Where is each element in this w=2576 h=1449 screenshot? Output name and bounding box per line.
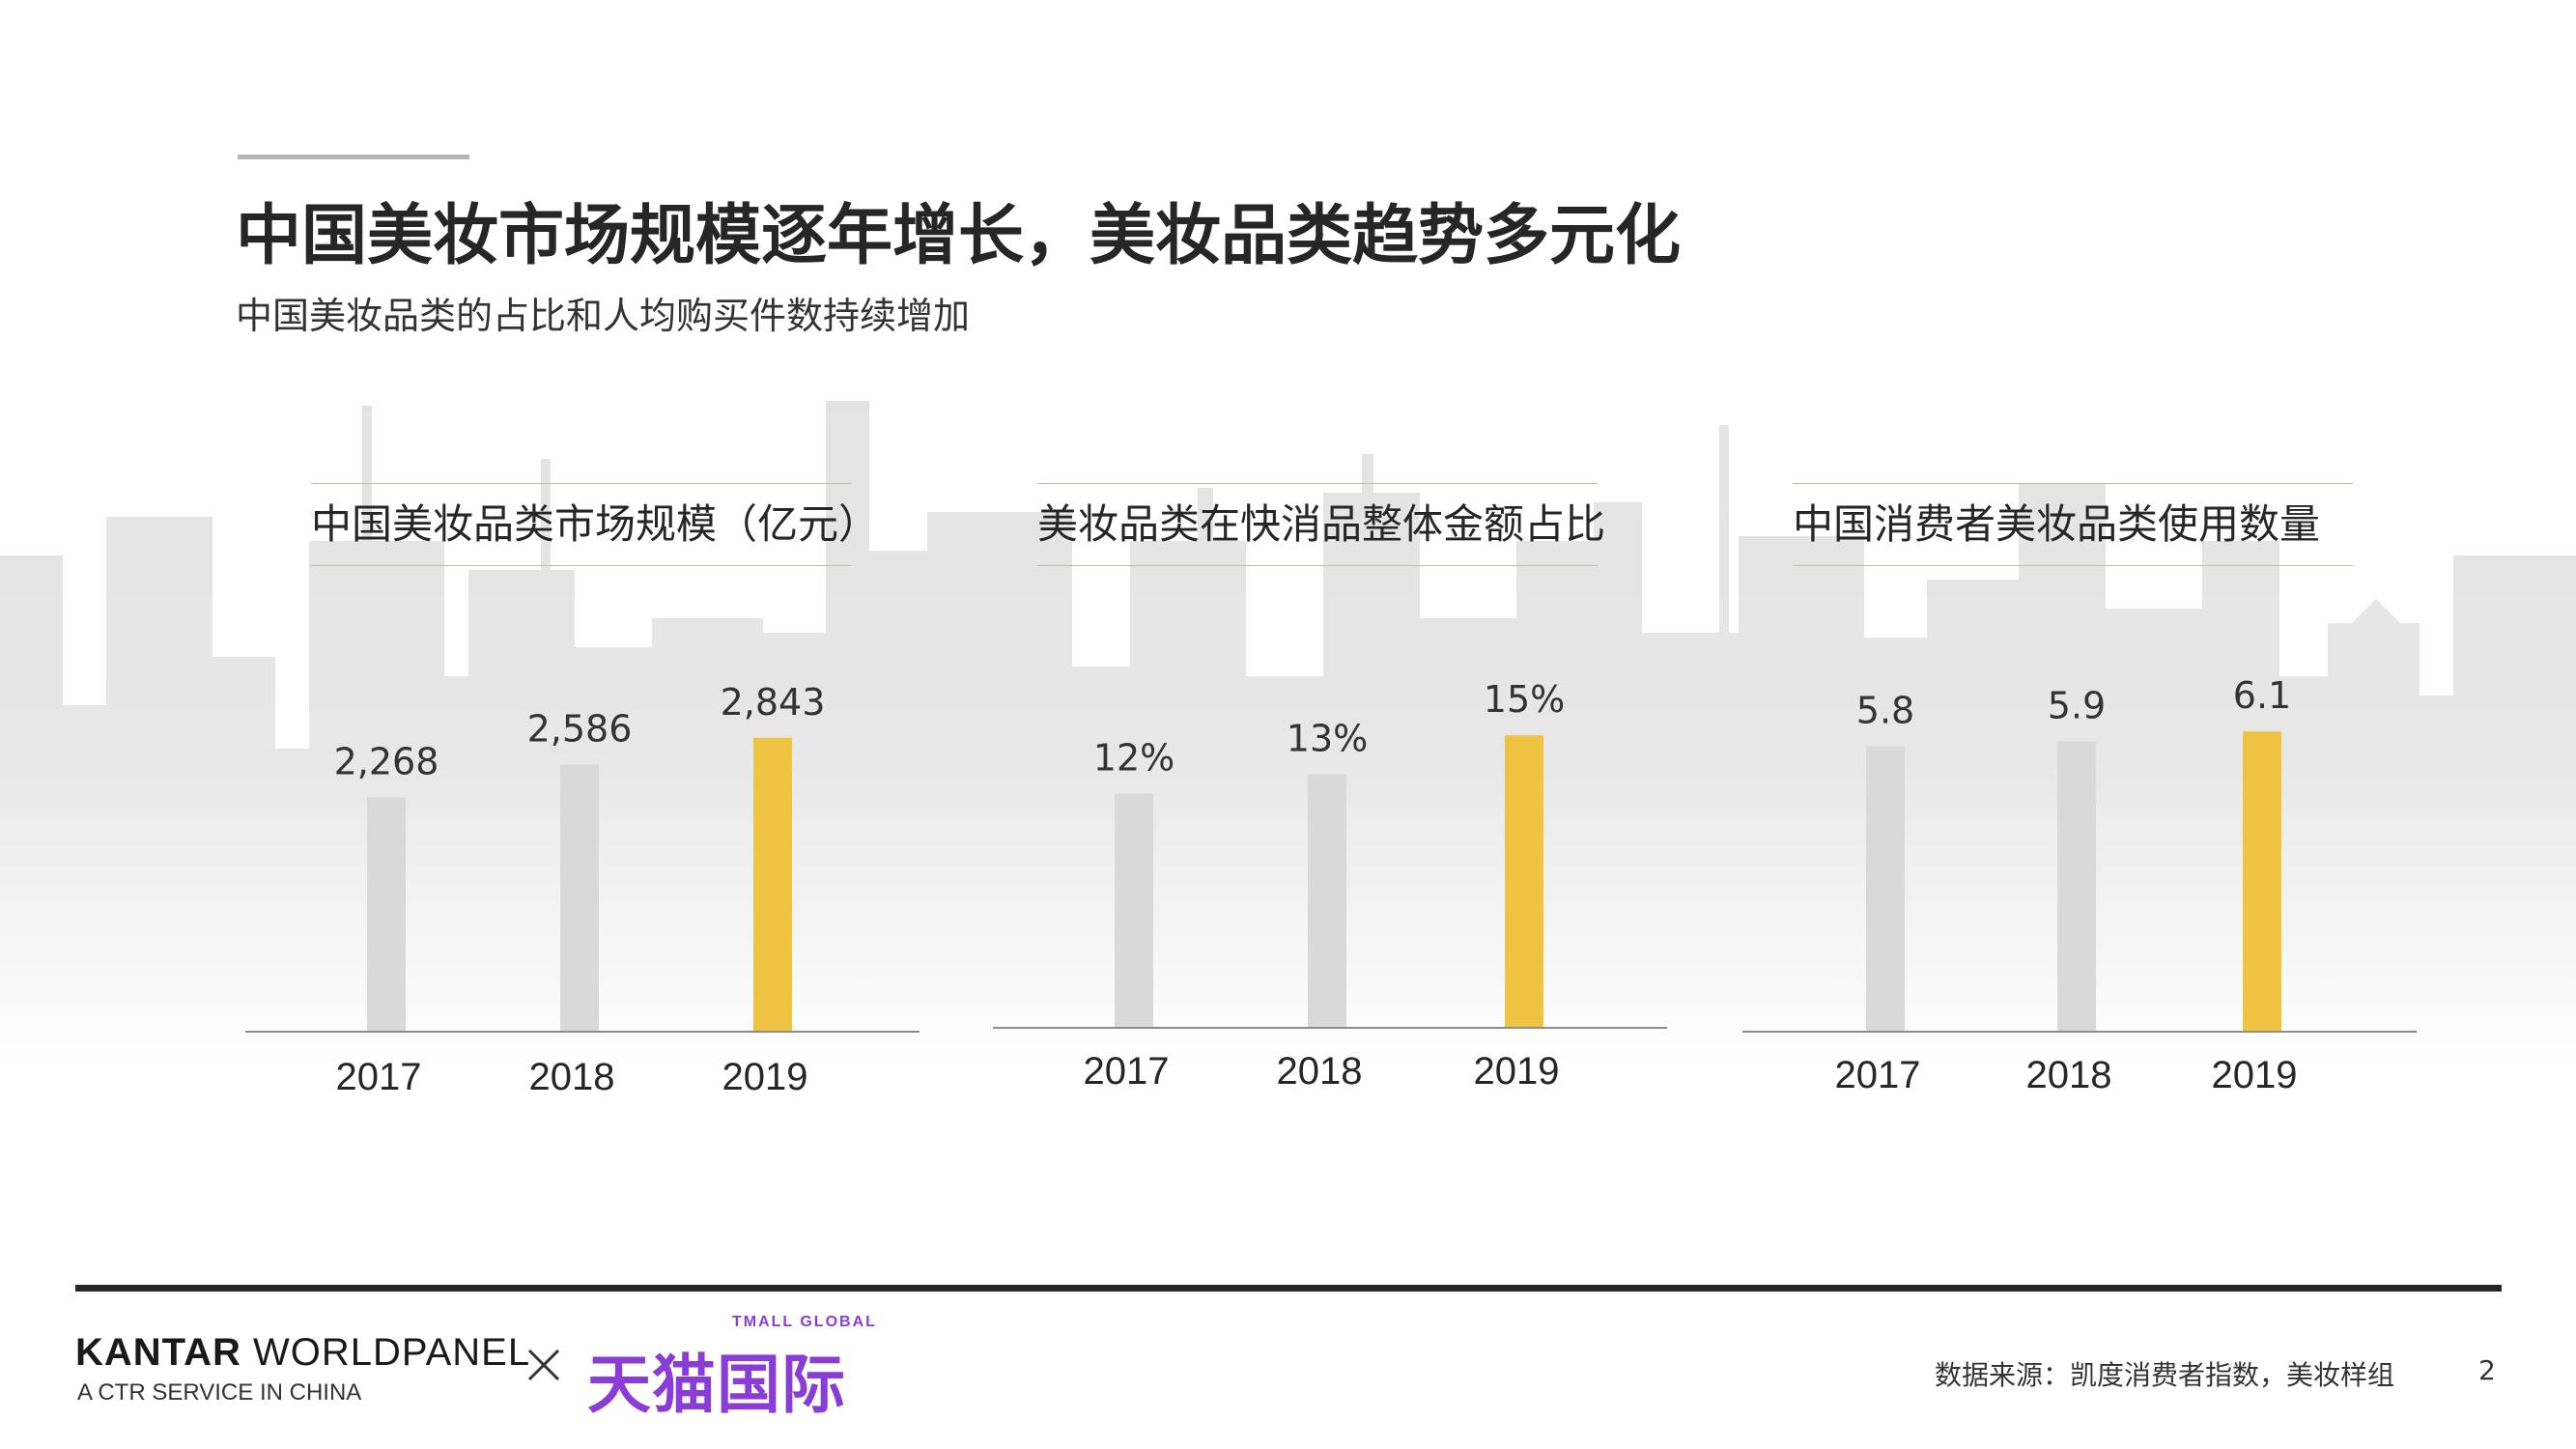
tmall-global-logo-small: TMALL GLOBAL — [732, 1314, 877, 1330]
x-tick-label-2019: 2019 — [722, 1056, 808, 1098]
x-tick-label-2017: 2017 — [1084, 1050, 1170, 1093]
bar-2019 — [2243, 731, 2281, 1032]
bar-2017 — [1866, 746, 1905, 1032]
data-label-2017: 5.8 — [1856, 689, 1914, 731]
chart-title-market-size: 中国美妆品类市场规模（亿元） — [311, 483, 879, 566]
chart-usage-count: 5.8 2017 5.9 2018 6.1 2019 — [1742, 674, 2417, 1096]
x-tick-label-2019: 2019 — [1474, 1050, 1560, 1093]
chart-fmcg-share: 12% 2017 13% 2018 15% 2019 — [993, 678, 1667, 1093]
page-title: 中国美妆市场规模逐年增长，美妆品类趋势多元化 — [236, 198, 1682, 274]
data-label-2017: 2,268 — [334, 740, 439, 782]
bar-2018 — [560, 764, 599, 1032]
x-tick-label-2017: 2017 — [336, 1056, 422, 1098]
x-tick-label-2017: 2017 — [1835, 1054, 1921, 1096]
page-number: 2 — [2478, 1354, 2496, 1386]
data-label-2018: 5.9 — [2048, 684, 2106, 726]
x-tick-label-2018: 2018 — [2026, 1054, 2112, 1096]
chart-market-size: 2,268 2017 2,586 2018 2,843 2019 — [245, 681, 920, 1098]
x-tick-label-2019: 2019 — [2212, 1054, 2298, 1096]
page-subtitle: 中国美妆品类的占比和人均购买件数持续增加 — [236, 295, 971, 337]
data-label-2017: 12% — [1093, 737, 1175, 780]
bar-2017 — [367, 797, 406, 1032]
x-tick-label-2018: 2018 — [529, 1056, 615, 1098]
data-label-2019: 6.1 — [2233, 674, 2291, 717]
kantar-tagline: A CTR SERVICE IN CHINA — [77, 1379, 362, 1406]
chart-title-usage-count: 中国消费者美妆品类使用数量 — [1793, 483, 2353, 566]
bar-2018 — [1308, 774, 1346, 1028]
times-icon — [527, 1349, 560, 1381]
data-label-2018: 2,586 — [527, 707, 633, 750]
data-label-2018: 13% — [1287, 718, 1368, 760]
bar-2019 — [1505, 735, 1543, 1028]
data-label-2019: 15% — [1484, 678, 1565, 721]
bar-2017 — [1115, 793, 1153, 1028]
bar-2019 — [753, 737, 792, 1032]
data-label-2019: 2,843 — [721, 681, 826, 724]
footer-rule — [75, 1285, 2502, 1292]
bar-2018 — [2057, 741, 2096, 1032]
data-source-note: 数据来源：凯度消费者指数，美妆样组 — [1934, 1359, 2394, 1391]
x-tick-label-2018: 2018 — [1277, 1050, 1363, 1093]
chart-title-fmcg-share: 美妆品类在快消品整体金额占比 — [1037, 483, 1605, 566]
title-accent-rule — [238, 155, 469, 159]
kantar-logo: KANTAR WORLDPANEL — [75, 1331, 531, 1374]
tmall-global-logo: 天猫国际 — [587, 1348, 846, 1422]
